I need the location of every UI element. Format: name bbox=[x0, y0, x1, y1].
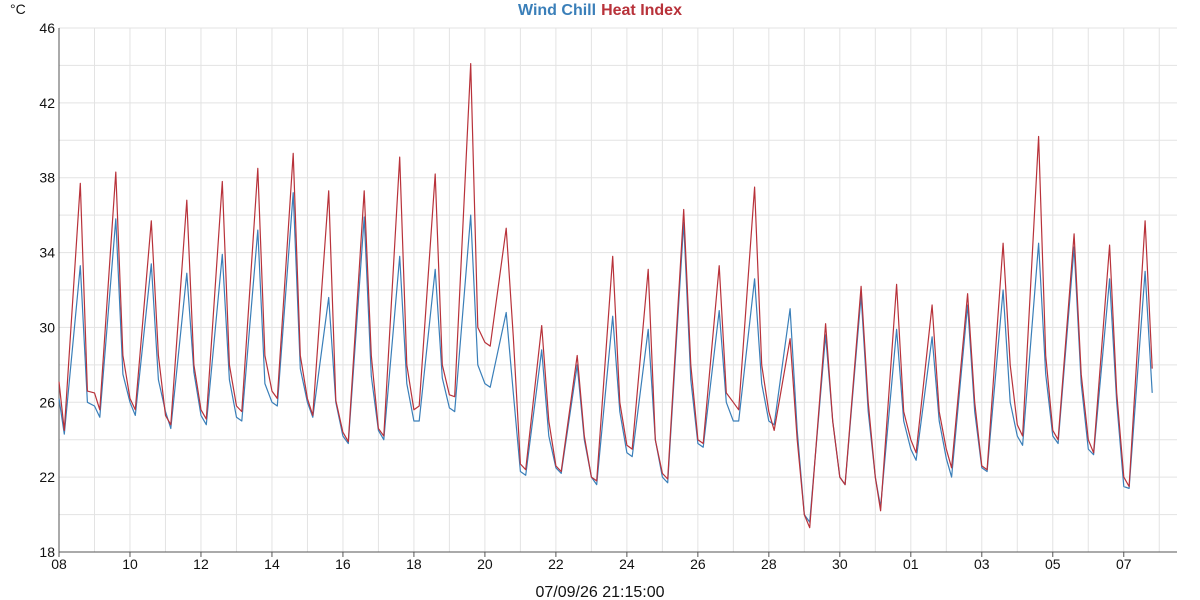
y-tick-label: 42 bbox=[39, 95, 55, 111]
x-tick-label: 10 bbox=[122, 556, 138, 572]
y-tick-label: 30 bbox=[39, 319, 55, 335]
x-tick-label: 28 bbox=[761, 556, 777, 572]
x-tick-label: 22 bbox=[548, 556, 564, 572]
x-tick-label: 03 bbox=[974, 556, 990, 572]
x-tick-label: 20 bbox=[477, 556, 493, 572]
x-tick-label: 18 bbox=[406, 556, 422, 572]
x-tick-label: 05 bbox=[1045, 556, 1061, 572]
x-tick-label: 07 bbox=[1116, 556, 1132, 572]
y-tick-label: 38 bbox=[39, 170, 55, 186]
x-tick-label: 16 bbox=[335, 556, 351, 572]
series-group bbox=[58, 63, 1153, 529]
axes: 18 22 26 30 34 38 42 46 08 10 12 14 16 18 20 22 24 26 28 30… bbox=[39, 20, 1177, 572]
x-tick-label: 24 bbox=[619, 556, 635, 572]
x-tick-label: 26 bbox=[690, 556, 706, 572]
x-tick-label: 01 bbox=[903, 556, 919, 572]
chart-title: Wind Chill Heat Index bbox=[518, 2, 682, 19]
x-tick-label: 14 bbox=[264, 556, 280, 572]
heat-index-line bbox=[58, 63, 1153, 529]
title-heat-index: Heat Index bbox=[601, 2, 682, 19]
wind-chill-line bbox=[58, 192, 1153, 523]
y-axis-unit-label: °C bbox=[10, 1, 26, 17]
y-tick-label: 46 bbox=[39, 20, 55, 36]
y-tick-label: 34 bbox=[39, 245, 55, 261]
x-tick-label: 08 bbox=[51, 556, 67, 572]
x-tick-label: 30 bbox=[832, 556, 848, 572]
y-tick-label: 18 bbox=[39, 544, 55, 560]
x-tick-label: 12 bbox=[193, 556, 209, 572]
y-tick-label: 22 bbox=[39, 469, 55, 485]
title-wind-chill: Wind Chill bbox=[518, 2, 596, 19]
footer-timestamp: 07/09/26 21:15:00 bbox=[535, 584, 664, 600]
y-tick-label: 26 bbox=[39, 394, 55, 410]
